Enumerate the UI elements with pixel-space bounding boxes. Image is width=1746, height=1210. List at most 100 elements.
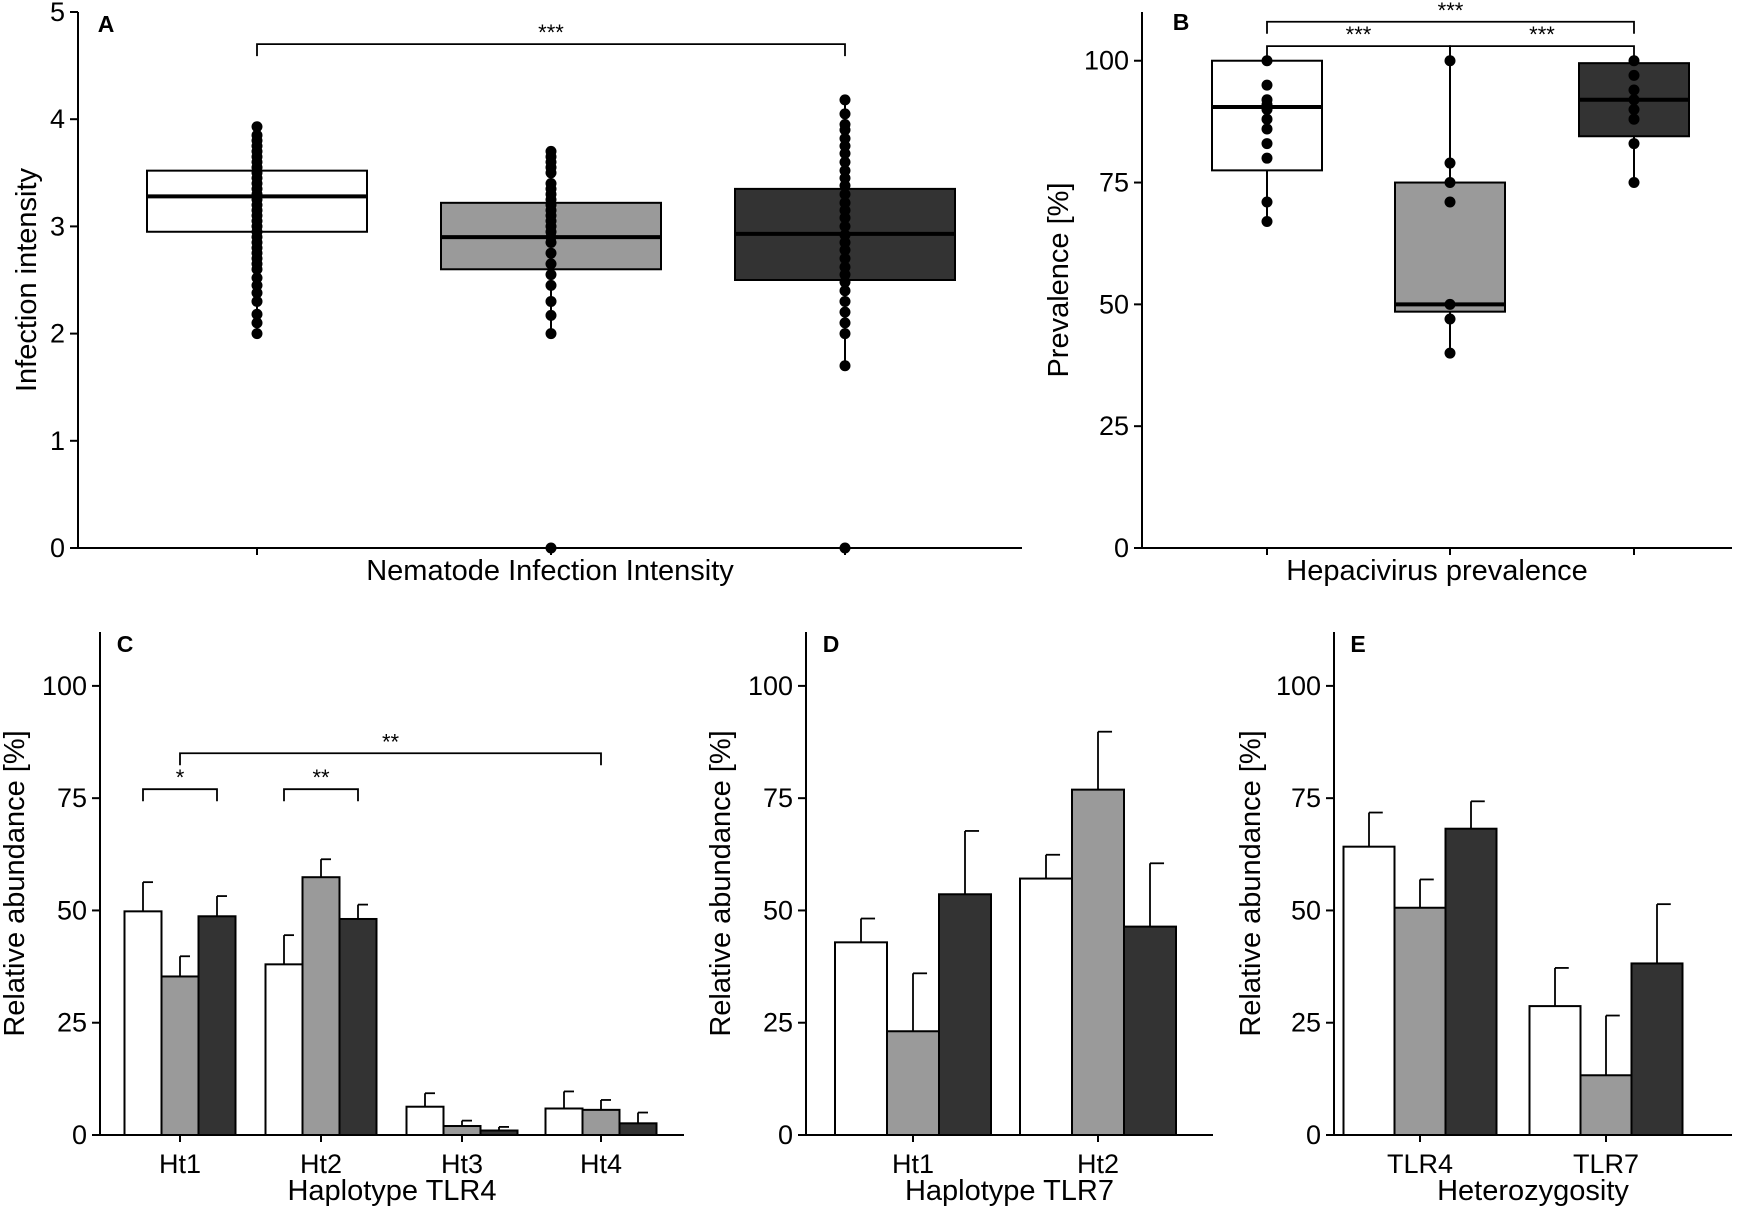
y-tick-label: 100 (42, 671, 87, 701)
x-tick-label: Ht2 (1077, 1149, 1119, 1179)
y-tick-label: 75 (1291, 783, 1321, 813)
data-point (251, 121, 263, 133)
bar-series-2 (1579, 1074, 1633, 1137)
data-point (839, 328, 851, 340)
bar-series-3 (479, 1129, 519, 1136)
data-point (251, 295, 263, 307)
bar-series-3 (618, 1122, 658, 1137)
bar-series-1 (264, 963, 304, 1137)
y-tick-label: 50 (1291, 895, 1321, 925)
y-tick-label: 25 (1291, 1008, 1321, 1038)
y-axis-title: Infection intensity (11, 167, 43, 392)
data-point (1628, 103, 1640, 115)
y-axis-title: Prevalence [%] (1043, 182, 1075, 377)
data-point (1261, 138, 1273, 150)
y-tick-label: 75 (1099, 168, 1129, 198)
y-tick-label: 25 (1099, 411, 1129, 441)
significance-bracket (283, 788, 359, 802)
data-point (1628, 94, 1640, 106)
x-tick-label: Ht3 (441, 1149, 483, 1179)
data-point (545, 295, 557, 307)
x-tick-label: Ht1 (892, 1149, 934, 1179)
data-point (839, 119, 851, 131)
data-point (1261, 216, 1273, 228)
x-tick-label: Ht2 (300, 1149, 342, 1179)
data-point (839, 317, 851, 329)
panel-e-bar-chart: 0 25 50 75 100 Relative abundance [%] Heterozy… (1235, 631, 1732, 1207)
data-point (839, 295, 851, 307)
significance-bracket (1449, 45, 1635, 59)
data-point (545, 247, 557, 259)
significance-bracket (179, 752, 602, 766)
bar-series-1 (405, 1105, 445, 1137)
data-point (251, 308, 263, 320)
bar-series-1 (1528, 1005, 1582, 1137)
x-tick-label: Ht1 (159, 1149, 201, 1179)
significance-label: ** (382, 729, 400, 754)
data-point (545, 542, 557, 554)
significance-label: ** (312, 765, 330, 790)
bar-series-2 (301, 876, 341, 1137)
panel-letter: D (823, 631, 840, 657)
data-point (839, 229, 851, 241)
y-axis-title: Relative abundance [%] (0, 730, 31, 1036)
significance-bracket (256, 43, 846, 57)
data-point (1628, 84, 1640, 96)
data-point (545, 145, 557, 157)
bar-series-3 (1123, 925, 1177, 1136)
data-point (545, 309, 557, 321)
y-tick-label: 50 (57, 895, 87, 925)
data-point (251, 272, 263, 284)
y-tick-label: 2 (50, 319, 65, 349)
panel-b-box-plot: 0 25 50 75 100 Prevalence [%] Hepacivirus prev… (1043, 0, 1732, 587)
data-point (839, 306, 851, 318)
data-point (1261, 113, 1273, 125)
y-tick-label: 50 (1099, 289, 1129, 319)
y-tick-label: 25 (763, 1008, 793, 1038)
data-point (1444, 347, 1456, 359)
data-point (839, 542, 851, 554)
y-tick-label: 0 (50, 533, 65, 563)
data-point (1444, 298, 1456, 310)
y-tick-label: 100 (1084, 46, 1129, 76)
bar-series-3 (197, 915, 237, 1137)
data-point (1628, 55, 1640, 67)
y-tick-label: 4 (50, 104, 65, 134)
data-point (251, 328, 263, 340)
significance-label: * (176, 765, 185, 790)
y-tick-label: 100 (1276, 671, 1321, 701)
bar-series-3 (1630, 962, 1684, 1137)
data-point (251, 129, 263, 141)
bar-series-3 (1444, 827, 1498, 1136)
x-tick-label: TLR4 (1387, 1149, 1453, 1179)
data-point (839, 360, 851, 372)
x-axis-title: Nematode Infection Intensity (366, 555, 734, 587)
y-tick-label: 0 (778, 1120, 793, 1150)
x-tick-label: TLR7 (1573, 1149, 1639, 1179)
bar-series-3 (938, 893, 992, 1136)
x-axis-title: Hepacivirus prevalence (1286, 555, 1587, 587)
data-point (1261, 55, 1273, 67)
data-point (839, 108, 851, 120)
bar-series-1 (544, 1107, 584, 1137)
y-tick-label: 75 (763, 783, 793, 813)
data-point (545, 269, 557, 281)
data-point (1628, 138, 1640, 150)
data-point (839, 220, 851, 232)
significance-bracket (1266, 45, 1451, 59)
significance-bracket (142, 788, 218, 802)
panel-a-box-plot: 0 1 2 3 4 5 Infection intensity Nematode Infect… (11, 0, 1022, 587)
data-point (1628, 177, 1640, 189)
data-point (1444, 196, 1456, 208)
data-point (1261, 152, 1273, 164)
significance-label: *** (538, 20, 564, 45)
data-point (1444, 177, 1456, 189)
data-point (1261, 94, 1273, 106)
y-tick-label: 0 (1114, 533, 1129, 563)
panel-c-bar-chart: 0 25 50 75 100 Relative abundance [%] Haplotyp… (0, 631, 684, 1207)
significance-label: *** (1346, 22, 1372, 47)
data-point (1628, 113, 1640, 125)
data-point (839, 132, 851, 144)
x-axis-title: Haplotype TLR7 (905, 1175, 1114, 1207)
